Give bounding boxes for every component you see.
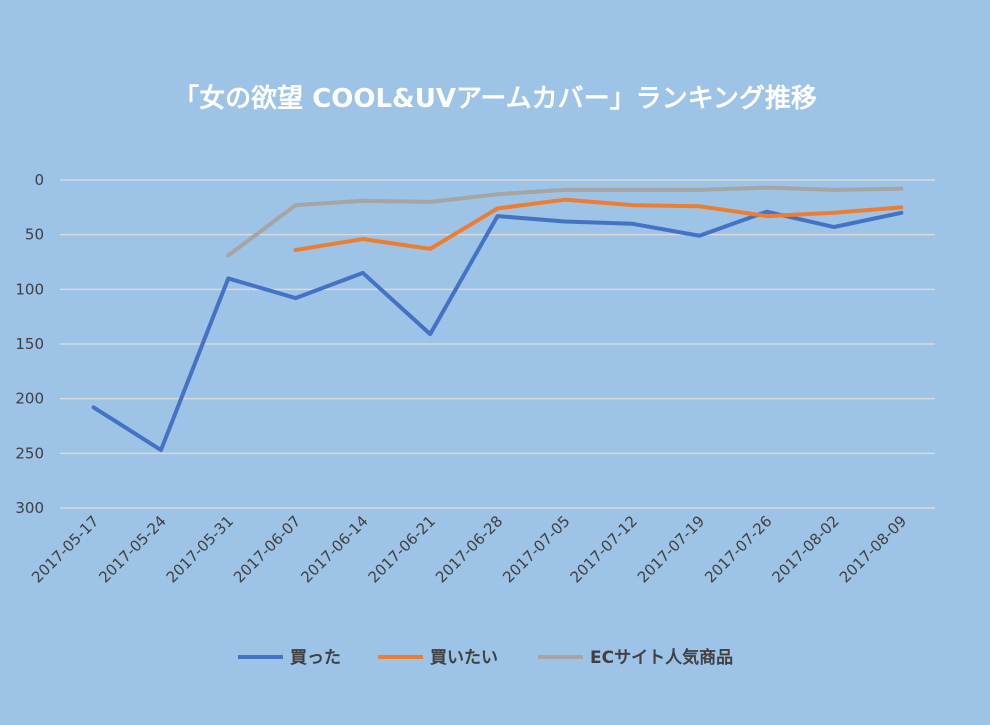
x-tick-label: 2017-05-31 <box>163 512 237 586</box>
x-tick-label: 2017-07-05 <box>499 512 573 586</box>
y-tick-label: 100 <box>15 280 44 298</box>
x-tick-label: 2017-08-02 <box>768 512 842 586</box>
x-tick-label: 2017-08-09 <box>836 512 910 586</box>
legend-label: 買いたい <box>430 648 498 668</box>
x-tick-label: 2017-06-07 <box>230 512 304 586</box>
y-tick-label: 250 <box>15 444 44 462</box>
x-tick-label: 2017-05-17 <box>28 512 102 586</box>
chart-title: 「女の欲望 COOL&UVアームカバー」ランキング推移 <box>173 84 817 114</box>
x-tick-label: 2017-06-28 <box>432 512 506 586</box>
x-tick-label: 2017-06-21 <box>365 512 439 586</box>
y-tick-label: 300 <box>15 499 44 517</box>
y-tick-label: 150 <box>15 335 44 353</box>
legend-label: 買った <box>290 648 341 668</box>
x-tick-label: 2017-07-19 <box>634 512 708 586</box>
series-line <box>293 197 904 252</box>
x-tick-label: 2017-07-26 <box>701 512 775 586</box>
y-tick-label: 0 <box>34 171 44 189</box>
x-tick-label: 2017-07-12 <box>567 512 641 586</box>
x-tick-label: 2017-05-24 <box>95 512 169 586</box>
x-tick-label: 2017-06-14 <box>297 512 371 586</box>
y-tick-label: 50 <box>25 226 44 244</box>
legend-label: ECサイト人気商品 <box>590 647 733 668</box>
series-line <box>91 209 904 453</box>
y-tick-label: 200 <box>15 390 44 408</box>
